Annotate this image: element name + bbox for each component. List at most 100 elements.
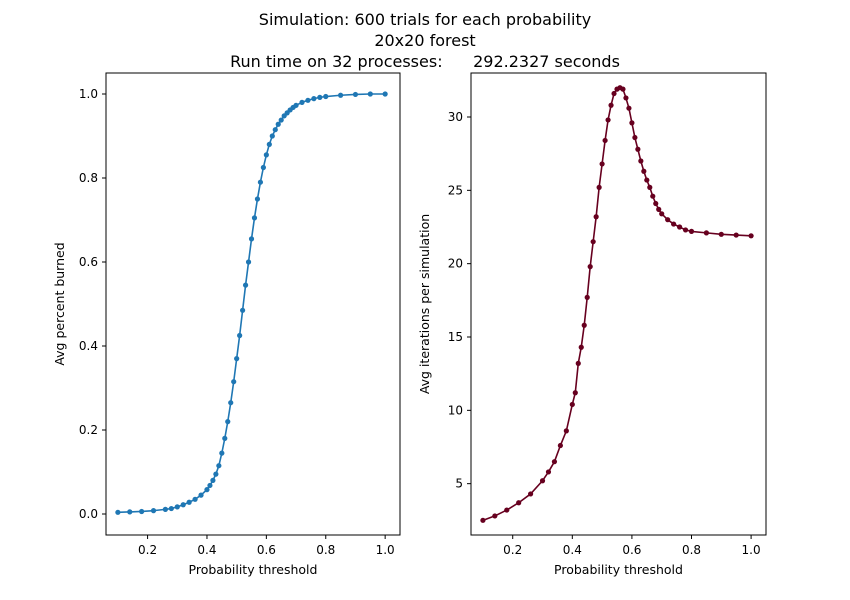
left-x-axis-label: Probability threshold [189, 562, 318, 577]
left-data-point [150, 508, 157, 514]
right-data-point [578, 344, 584, 350]
right-x-tick-label: 0.2 [503, 543, 522, 557]
right-data-point [647, 184, 653, 190]
left-data-point [266, 141, 272, 147]
left-data-point [257, 179, 264, 185]
right-data-point [581, 322, 587, 328]
left-data-point [237, 332, 243, 339]
right-data-point [629, 120, 635, 126]
left-data-point [127, 509, 133, 515]
left-y-tick-label: 0.2 [79, 423, 98, 437]
right-data-point [688, 228, 695, 234]
left-data-point [323, 93, 329, 100]
right-axes-frame [470, 72, 767, 536]
left-data-point [198, 492, 204, 498]
right-data-point [587, 264, 593, 270]
left-data-point [254, 196, 261, 202]
left-data-point [204, 487, 210, 493]
right-data-point [608, 102, 614, 108]
left-y-axis-label: Avg percent burned [52, 242, 67, 365]
left-data-point [231, 379, 237, 385]
left-y-tick-label: 0.0 [79, 507, 98, 521]
right-data-point [611, 90, 617, 97]
left-data-point [269, 133, 275, 139]
left-data-point [272, 127, 278, 133]
left-data-point [174, 504, 180, 510]
right-data-point [665, 217, 671, 223]
left-data-point [293, 102, 299, 108]
left-y-tick-label: 0.6 [79, 255, 98, 269]
left-data-point [228, 400, 234, 406]
left-data-point [216, 463, 222, 469]
left-y-tick-label: 0.4 [79, 339, 98, 353]
right-y-tick-label: 25 [448, 183, 463, 197]
left-data-point [210, 477, 216, 483]
left-data-point [162, 506, 168, 512]
right-data-point [539, 478, 546, 484]
right-data-point [593, 214, 599, 220]
right-data-point [623, 95, 629, 101]
left-data-point [186, 499, 192, 505]
right-y-axis-label: Avg iterations per simulation [417, 214, 432, 394]
left-data-point [240, 307, 246, 313]
left-data-point [180, 502, 186, 508]
right-data-point [635, 146, 641, 152]
left-data-point [260, 164, 266, 171]
left-series-line [117, 93, 386, 514]
left-data-point [367, 91, 373, 97]
right-y-tick-label: 30 [448, 110, 463, 124]
right-data-point [599, 161, 605, 167]
left-x-tick-label: 0.4 [197, 543, 216, 557]
left-data-point [219, 450, 225, 456]
right-data-point [703, 230, 710, 236]
left-data-point [242, 282, 249, 288]
right-x-axis-label: Probability threshold [554, 562, 683, 577]
right-data-point [641, 168, 647, 174]
right-data-point [602, 137, 608, 144]
left-y-tick-label: 1.0 [79, 87, 98, 101]
right-data-point [659, 211, 665, 217]
right-data-point [572, 390, 578, 396]
right-data-point [569, 401, 575, 408]
right-data-point [620, 86, 626, 92]
right-data-point [638, 158, 644, 164]
left-data-point [352, 91, 359, 98]
right-y-tick-label: 20 [448, 257, 463, 271]
left-data-point [338, 92, 344, 98]
right-data-point [516, 500, 522, 506]
right-data-point [676, 224, 683, 230]
right-data-point [557, 442, 563, 449]
right-y-tick-label: 5 [455, 477, 463, 491]
right-data-point [480, 517, 486, 523]
left-data-point [115, 509, 121, 515]
left-data-point [299, 99, 305, 105]
right-data-point [575, 360, 581, 366]
right-data-point [733, 232, 739, 238]
right-data-point [653, 200, 659, 207]
right-data-point [748, 233, 754, 239]
right-data-point [596, 184, 602, 190]
left-data-point [234, 356, 240, 362]
left-data-point [251, 215, 258, 221]
left-y-tick-label: 0.8 [79, 171, 98, 185]
right-data-point [605, 117, 611, 123]
right-data-point [545, 469, 552, 475]
left-x-tick-label: 1.0 [376, 543, 395, 557]
right-chart: 0.2 0.4 0.6 0.8 1.0 5 10 15 20 25 30 Probability th… [417, 72, 767, 577]
right-data-point [528, 491, 534, 497]
right-x-tick-label: 0.8 [682, 543, 701, 557]
left-data-point [317, 94, 323, 100]
left-x-tick-label: 0.2 [138, 543, 157, 557]
right-data-point [682, 227, 689, 233]
left-data-point [305, 97, 311, 103]
suptitle-line-3: Run time on 32 processes: 292.2327 secon… [230, 52, 620, 71]
right-x-tick-label: 0.4 [563, 543, 582, 557]
right-y-tick-label: 15 [448, 330, 463, 344]
left-data-point [275, 121, 281, 127]
suptitle-line-2: 20x20 forest [374, 31, 476, 50]
left-data-point [245, 259, 252, 265]
left-x-tick-label: 0.6 [257, 543, 276, 557]
right-data-point [632, 134, 638, 141]
right-series-line [482, 86, 752, 522]
